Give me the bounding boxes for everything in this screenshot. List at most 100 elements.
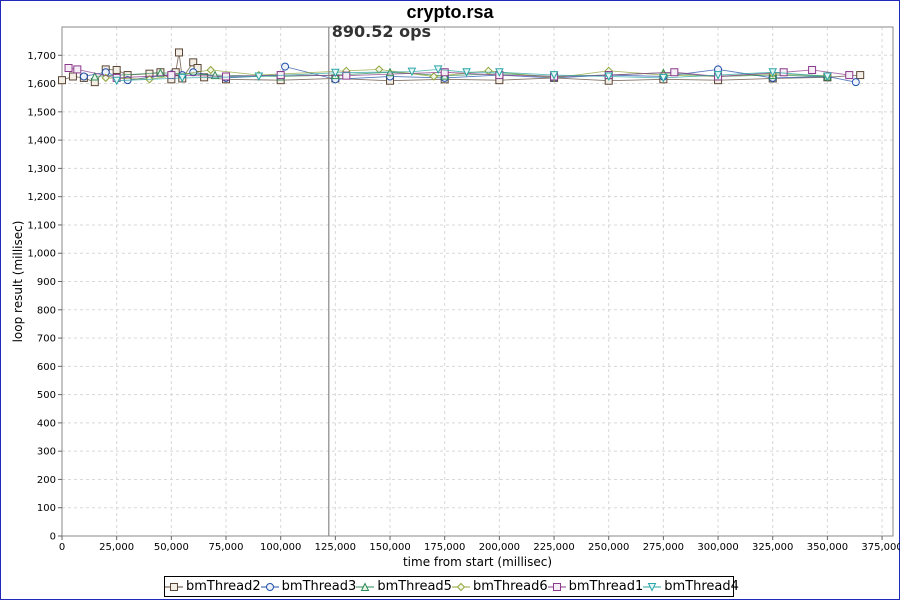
y-tick-label: 0: [50, 532, 56, 543]
legend-swatch-icon: [451, 582, 470, 591]
data-point-bmThread3: [281, 62, 290, 71]
y-tick-label: 900: [37, 277, 56, 288]
data-point-bmThread1: [779, 68, 788, 77]
data-point-bmThread4: [495, 68, 504, 77]
y-tick-label: 1,600: [27, 79, 56, 90]
legend-label: bmThread4: [664, 579, 739, 594]
series-bmThread2: [58, 48, 865, 87]
legend-item-bmThread3: bmThread3: [260, 579, 357, 594]
data-point-bmThread1: [167, 71, 176, 80]
legend-marker: [647, 582, 657, 592]
chart-title: crypto.rsa: [406, 2, 494, 22]
x-tick-label: 50,000: [154, 542, 189, 553]
x-tick-label: 175,000: [424, 542, 465, 553]
data-point-bmThread5: [156, 68, 165, 77]
x-tick-label: 125,000: [315, 542, 356, 553]
grid-lines: [61, 27, 893, 537]
x-tick-label: 225,000: [533, 542, 574, 553]
y-tick-label: 600: [37, 362, 56, 373]
x-tick-label: 0: [59, 542, 65, 553]
data-point-bmThread4: [823, 72, 832, 82]
y-tick-label: 300: [37, 447, 56, 458]
data-point-bmThread1: [808, 65, 817, 74]
legend-marker: [170, 582, 178, 591]
y-tick-label: 1,500: [27, 107, 56, 118]
series-line-bmThread1: [68, 67, 850, 79]
data-point-bmThread4: [407, 67, 417, 77]
x-tick-label: 300,000: [697, 542, 738, 553]
data-point-bmThread4: [462, 68, 471, 77]
data-point-bmThread4: [549, 71, 559, 80]
y-tick-label: 800: [37, 305, 56, 316]
series-line-bmThread6: [105, 68, 828, 80]
data-point-bmThread4: [768, 68, 778, 77]
x-tick-label: 350,000: [807, 542, 848, 553]
legend-item-bmThread4: bmThread4: [643, 579, 739, 594]
legend-label: bmThread3: [281, 579, 357, 594]
legend-label: bmThread6: [472, 579, 548, 594]
data-point-bmThread1: [440, 68, 449, 77]
legend-item-bmThread6: bmThread6: [451, 579, 548, 594]
legend-swatch-icon: [547, 582, 566, 591]
y-tick-label: 400: [37, 418, 56, 429]
x-tick-label: 150,000: [369, 542, 410, 553]
series-bmThread4: [112, 65, 832, 86]
data-point-bmThread1: [73, 65, 82, 74]
data-point-bmThread6: [206, 65, 215, 75]
legend-item-bmThread1: bmThread1: [547, 579, 644, 594]
legend-swatch-icon: [356, 581, 375, 591]
data-point-bmThread6: [429, 72, 438, 81]
data-point-bmThread3: [851, 78, 860, 87]
x-tick-label: 200,000: [479, 542, 520, 553]
y-tick-label: 1,200: [27, 192, 56, 203]
y-tick-label: 1,000: [27, 249, 56, 260]
data-point-bmThread2: [174, 48, 183, 57]
legend-label: bmThread1: [568, 579, 644, 594]
legend-label: bmThread5: [377, 579, 452, 594]
data-point-bmThread4: [604, 72, 614, 82]
data-point-bmThread6: [374, 65, 384, 74]
data-point-bmThread1: [222, 72, 231, 81]
y-tick-label: 1,100: [27, 220, 56, 231]
x-axis-ticks: 0 25,000 50,000 75,000 100,000 125,000 150,000…: [59, 536, 900, 553]
data-point-bmThread1: [342, 71, 351, 80]
legend-item-bmThread2: bmThread2: [165, 579, 261, 594]
x-tick-label: 100,000: [260, 542, 301, 553]
legend-swatch-icon: [643, 582, 662, 592]
data-point-bmThread2: [68, 72, 77, 81]
y-tick-label: 500: [37, 390, 56, 401]
chart-legend: bmThread2 bmThread3 bmThread5 bmThread6 bmTh…: [164, 576, 739, 597]
x-axis-label: time from start (millisec): [403, 555, 552, 569]
data-point-bmThread1: [670, 68, 679, 77]
data-point-bmThread4: [331, 68, 340, 78]
vertical-marker-label: 890.52 ops: [332, 22, 431, 41]
data-point-bmThread3: [79, 72, 88, 81]
data-point-bmThread4: [713, 71, 723, 80]
legend-label: bmThread2: [186, 579, 261, 594]
x-tick-label: 250,000: [588, 542, 629, 553]
legend-marker: [361, 581, 370, 591]
data-point-bmThread2: [193, 64, 202, 73]
x-tick-label: 275,000: [643, 542, 684, 553]
data-point-bmThread4: [112, 76, 121, 86]
y-tick-label: 700: [37, 334, 56, 345]
legend-item-bmThread5: bmThread5: [356, 579, 452, 594]
x-tick-label: 375,000: [861, 542, 900, 553]
series-line-bmThread4: [116, 68, 828, 82]
legend-swatch-icon: [165, 582, 183, 591]
x-tick-label: 25,000: [99, 542, 134, 553]
y-tick-label: 200: [37, 475, 56, 486]
legend-swatch-icon: [260, 582, 279, 591]
x-tick-label: 325,000: [752, 542, 793, 553]
data-point-bmThread4: [254, 72, 264, 82]
data-point-bmThread1: [845, 71, 854, 80]
legend-marker: [456, 582, 466, 591]
y-tick-label: 100: [37, 503, 56, 514]
y-tick-label: 1,400: [27, 136, 56, 147]
y-axis-label: loop result (millisec): [11, 221, 25, 343]
data-point-bmThread5: [90, 71, 100, 81]
data-point-bmThread4: [433, 65, 443, 75]
series-layer: [58, 48, 865, 87]
